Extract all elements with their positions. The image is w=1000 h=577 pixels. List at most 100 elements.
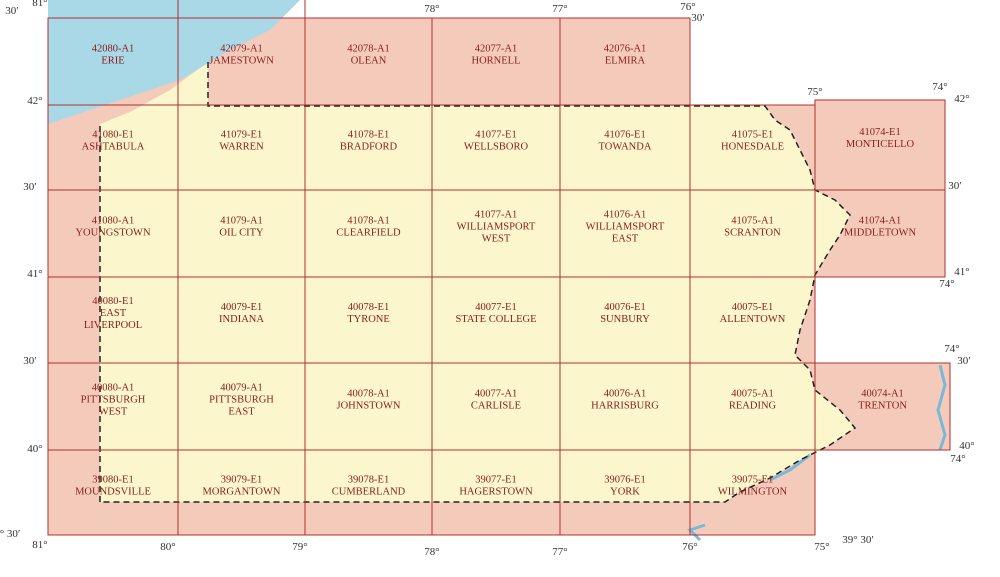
quad-code: 42080-A1 bbox=[92, 44, 135, 55]
quad-name: EAST bbox=[100, 308, 127, 319]
quad-code: 41075-A1 bbox=[731, 216, 774, 227]
quad-name: WELLSBORO bbox=[464, 142, 529, 153]
quad-name: ELMIRA bbox=[605, 56, 646, 67]
coordinate-label: 74° bbox=[950, 453, 965, 465]
quad-cell bbox=[815, 100, 945, 190]
quad-code: 40075-A1 bbox=[731, 389, 774, 400]
quad-code: 41075-E1 bbox=[732, 130, 773, 141]
quad-name: EAST bbox=[612, 234, 639, 245]
coordinate-label: 30′ bbox=[5, 5, 18, 17]
coordinate-labels: 81° 30′ 78° 77° 76° 30′ 42° 30′ 41° 30′ 40° ° 30′ 81… bbox=[0, 0, 975, 558]
quad-name: PITTSBURGH bbox=[81, 395, 146, 406]
quad-code: 40077-E1 bbox=[475, 302, 516, 313]
quad-name: WARREN bbox=[219, 142, 264, 153]
quad-code: 42077-A1 bbox=[475, 44, 518, 55]
pennsylvania bbox=[100, 62, 855, 502]
quad-name: CARLISLE bbox=[471, 401, 521, 412]
quad-name: WILLIAMSPORT bbox=[457, 222, 536, 233]
coordinate-label: 81° bbox=[32, 539, 47, 551]
quad-name: TOWANDA bbox=[599, 142, 652, 153]
coordinate-label: 75° bbox=[814, 541, 829, 553]
quad-outline bbox=[814, 362, 951, 451]
quad-code: 40074-A1 bbox=[861, 389, 904, 400]
coordinate-label: 30′ bbox=[957, 355, 970, 367]
coordinate-label: 81° bbox=[32, 0, 47, 9]
quad-name: PITTSBURGH bbox=[209, 395, 274, 406]
quad-code: 42079-A1 bbox=[220, 44, 263, 55]
coordinate-label: 74° bbox=[944, 343, 959, 355]
quad-code: 41076-E1 bbox=[604, 130, 645, 141]
quad-code: 41079-A1 bbox=[220, 216, 263, 227]
quad-name: HONESDALE bbox=[721, 142, 784, 153]
coordinate-label: 76° bbox=[680, 1, 695, 13]
quad-code: 40080-A1 bbox=[92, 383, 135, 394]
quad-name: STATE COLLEGE bbox=[455, 314, 536, 325]
quad-name: TYRONE bbox=[347, 314, 390, 325]
quad-code: 39076-E1 bbox=[604, 475, 645, 486]
quad-name: MONTICELLO bbox=[846, 139, 915, 150]
quad-name: TRENTON bbox=[858, 401, 907, 412]
quad-name: HAGERSTOWN bbox=[459, 487, 533, 498]
quad-code: 41076-A1 bbox=[604, 210, 647, 221]
coordinate-label: 75° bbox=[807, 86, 822, 98]
quad-code: 39077-E1 bbox=[475, 475, 516, 486]
quad-name: JOHNSTOWN bbox=[337, 401, 401, 412]
quad-code: 40075-E1 bbox=[732, 302, 773, 313]
quad-name: WEST bbox=[482, 234, 511, 245]
quad-name: LIVERPOOL bbox=[84, 320, 142, 331]
quad-name: MOUNDSVILLE bbox=[75, 487, 151, 498]
quad-code: 39079-E1 bbox=[221, 475, 262, 486]
state-border bbox=[99, 62, 857, 503]
quad-code: 39075-E1 bbox=[732, 475, 773, 486]
quad-code: 41080-E1 bbox=[92, 130, 133, 141]
grid-lines bbox=[47, 0, 951, 536]
quad-code: 40080-E1 bbox=[92, 296, 133, 307]
quad-name: INDIANA bbox=[219, 314, 264, 325]
quad-name: YORK bbox=[610, 487, 640, 498]
quad-name: READING bbox=[729, 401, 777, 412]
coordinate-label: 30′ bbox=[948, 180, 961, 192]
lake-erie bbox=[48, 0, 300, 124]
coordinate-label: 39° 30′ bbox=[842, 534, 874, 546]
coordinate-label: 40° bbox=[959, 440, 974, 452]
coordinate-label: 77° bbox=[552, 3, 567, 15]
quad-name: JAMESTOWN bbox=[209, 56, 274, 67]
quad-code: 42078-A1 bbox=[347, 44, 390, 55]
coordinate-label: ° 30′ bbox=[0, 528, 20, 540]
coordinate-label: 30′ bbox=[23, 181, 36, 193]
quad-name: CLEARFIELD bbox=[336, 228, 401, 239]
quad-code: 40077-A1 bbox=[475, 389, 518, 400]
coordinate-label: 42° bbox=[954, 93, 969, 105]
coordinate-label: 40° bbox=[27, 443, 42, 455]
quad-outline bbox=[814, 189, 946, 278]
quad-name: BRADFORD bbox=[340, 142, 398, 153]
quad-name: OLEAN bbox=[351, 56, 387, 67]
quad-name: ALLENTOWN bbox=[720, 314, 786, 325]
quad-code: 40079-E1 bbox=[221, 302, 262, 313]
coordinate-label: 41° bbox=[954, 266, 969, 278]
quad-code: 40079-A1 bbox=[220, 383, 263, 394]
quad-cell bbox=[432, 18, 560, 105]
quad-code: 41078-E1 bbox=[348, 130, 389, 141]
quad-code: 40078-E1 bbox=[348, 302, 389, 313]
quad-cell bbox=[305, 18, 432, 105]
quad-name: ERIE bbox=[101, 56, 124, 67]
quad-code: 41077-E1 bbox=[475, 130, 516, 141]
quad-code: 41077-A1 bbox=[475, 210, 518, 221]
quad-code: 41074-E1 bbox=[859, 127, 900, 138]
coordinate-label: 78° bbox=[424, 546, 439, 558]
coordinate-label: 76° bbox=[682, 541, 697, 553]
quad-name: HARRISBURG bbox=[591, 401, 659, 412]
quad-cell bbox=[560, 18, 690, 105]
coordinate-label: 74° bbox=[932, 81, 947, 93]
quad-code: 42076-A1 bbox=[604, 44, 647, 55]
coordinate-label: 30′ bbox=[23, 355, 36, 367]
quad-code: 41080-A1 bbox=[92, 216, 135, 227]
coordinate-label: 80° bbox=[160, 541, 175, 553]
coordinate-label: 78° bbox=[424, 3, 439, 15]
quad-name: WILMINGTON bbox=[718, 487, 788, 498]
coordinate-label: 41° bbox=[27, 268, 42, 280]
quad-code: 40076-A1 bbox=[604, 389, 647, 400]
quad-code: 39078-E1 bbox=[348, 475, 389, 486]
